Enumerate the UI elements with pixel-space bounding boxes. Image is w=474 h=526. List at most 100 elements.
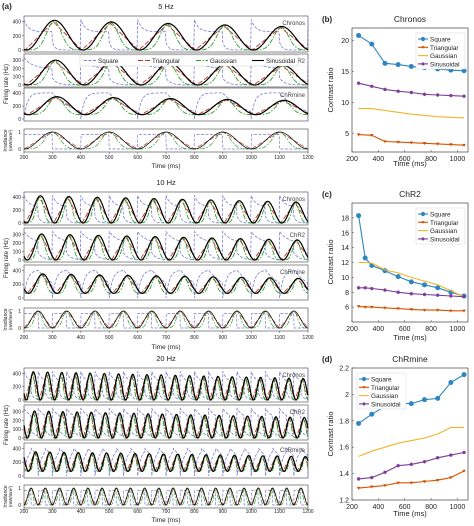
response-line-sinusoidal bbox=[23, 371, 309, 401]
response-line-gaussian bbox=[24, 20, 308, 51]
legend-label-sinusoidal: Sinusoidal bbox=[371, 401, 401, 408]
data-point bbox=[435, 285, 441, 291]
irradiance-subplot: 01 bbox=[18, 128, 309, 153]
data-point bbox=[356, 213, 362, 219]
legend-label-square: Square bbox=[430, 37, 451, 44]
response-line-square bbox=[23, 230, 309, 261]
data-point bbox=[409, 481, 414, 485]
rate-subplot-chrmine: 0 200 400 ChRmine bbox=[13, 264, 309, 302]
legend-label-gaussian: Gaussian bbox=[210, 58, 237, 65]
xtick-label: 800 bbox=[425, 326, 437, 333]
data-point bbox=[448, 380, 454, 386]
yaxis-label-irradiance-unit: (mW/mm²) bbox=[8, 308, 13, 330]
data-point bbox=[383, 87, 387, 92]
data-point bbox=[420, 211, 426, 217]
rate-subplot-chrmine: 0 200 400 ChRmine bbox=[13, 87, 309, 123]
response-line-triangular bbox=[23, 373, 309, 402]
xaxis-label: Time (ms) bbox=[151, 344, 180, 351]
panel-label: (d) bbox=[322, 355, 333, 364]
opsin-label-chr2: ChR2 bbox=[290, 410, 306, 416]
panel-a-label: (a) bbox=[2, 2, 12, 11]
data-point bbox=[356, 486, 361, 490]
ytick-label: 0 bbox=[18, 296, 21, 302]
xtick-label: 800 bbox=[425, 156, 437, 163]
response-line-square bbox=[23, 92, 309, 120]
data-point bbox=[395, 62, 401, 68]
xaxis-label: Time (ms) bbox=[151, 517, 180, 524]
response-line-sinusoidal bbox=[23, 410, 309, 439]
data-point bbox=[422, 459, 427, 464]
data-point bbox=[369, 41, 375, 47]
data-point bbox=[356, 285, 361, 290]
ytick-label: 2.2 bbox=[339, 366, 349, 373]
legend-label-triangular: Triangular bbox=[152, 58, 180, 65]
ytick-label: 0 bbox=[18, 147, 21, 153]
data-point bbox=[396, 290, 400, 295]
series-triangular bbox=[356, 305, 466, 313]
xtick-label: 700 bbox=[162, 155, 171, 161]
xtick-label: 500 bbox=[105, 509, 114, 515]
opsin-label-chrmine: ChRmine bbox=[280, 93, 306, 99]
series-line bbox=[358, 215, 465, 297]
data-point bbox=[383, 140, 387, 144]
data-point bbox=[421, 46, 425, 49]
opsin-label-chronos: Chronos bbox=[282, 21, 305, 27]
opsin-label-chronos: Chronos bbox=[282, 373, 305, 379]
xtick-label: 600 bbox=[399, 156, 411, 163]
xtick-label: 500 bbox=[105, 155, 114, 161]
data-point bbox=[369, 485, 374, 489]
xaxis-label: Time (ms) bbox=[151, 163, 180, 170]
ytick-label: 14 bbox=[341, 245, 349, 252]
xtick-label: 700 bbox=[162, 509, 171, 515]
xtick-label: 1000 bbox=[450, 326, 466, 333]
ytick-label: 5 bbox=[345, 131, 349, 138]
chart-title: ChR2 bbox=[399, 189, 421, 199]
data-point bbox=[462, 309, 466, 313]
data-point bbox=[362, 402, 366, 406]
legend-label-square: Square bbox=[371, 377, 392, 384]
ytick-label: 6 bbox=[345, 305, 349, 312]
xtick-label: 900 bbox=[219, 155, 228, 161]
xtick-label: 1100 bbox=[274, 335, 285, 341]
series-line bbox=[358, 261, 465, 298]
data-point bbox=[369, 134, 374, 138]
data-point bbox=[409, 90, 414, 95]
ytick-label: 0 bbox=[18, 48, 21, 54]
irradiance-line-sinusoidal bbox=[24, 131, 308, 150]
irradiance-line-square bbox=[24, 134, 308, 150]
data-point bbox=[435, 293, 440, 298]
xtick-label: 600 bbox=[133, 509, 142, 515]
data-point bbox=[408, 401, 414, 407]
response-line-square bbox=[23, 19, 309, 51]
title-10hz: 10 Hz bbox=[156, 178, 176, 187]
data-point bbox=[420, 36, 426, 42]
panel-label: (c) bbox=[322, 190, 332, 199]
data-point bbox=[356, 32, 362, 38]
data-point bbox=[408, 279, 414, 285]
series-sinusoidal bbox=[356, 450, 466, 481]
data-point bbox=[449, 294, 453, 298]
data-point bbox=[396, 140, 400, 144]
response-line-triangular bbox=[23, 273, 309, 295]
yaxis-label-irradiance: Irradiance bbox=[3, 129, 9, 151]
data-point bbox=[383, 470, 387, 475]
ytick-label: 1.4 bbox=[339, 471, 349, 478]
data-point bbox=[409, 141, 414, 145]
series-line bbox=[358, 287, 465, 298]
rate-subplot-chronos: 0 200 400 Chronos bbox=[13, 191, 309, 227]
xaxis-label: Time (ms) bbox=[393, 333, 427, 342]
xtick-label: 600 bbox=[133, 155, 142, 161]
irradiance-line-gaussian bbox=[24, 487, 308, 506]
ytick-label: 200 bbox=[13, 208, 22, 214]
ytick-label: 200 bbox=[13, 34, 22, 40]
data-point bbox=[408, 63, 414, 69]
data-point bbox=[422, 397, 427, 403]
data-point bbox=[409, 291, 414, 296]
ytick-label: 12 bbox=[341, 260, 349, 267]
xtick-label: 300 bbox=[48, 155, 57, 161]
ytick-label: 1.6 bbox=[339, 445, 349, 452]
